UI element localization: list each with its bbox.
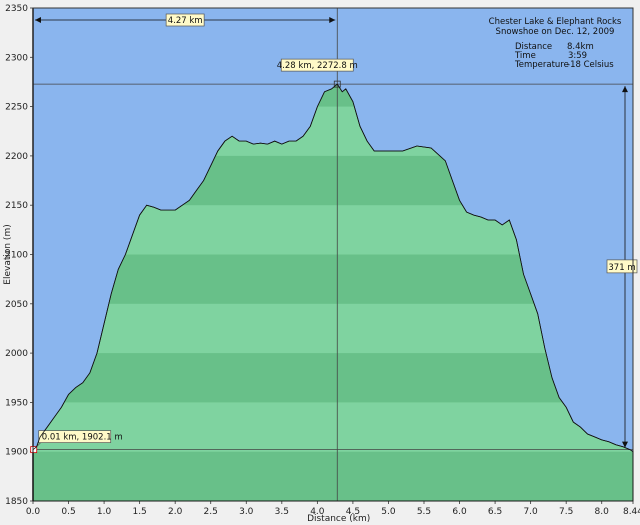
x-tick-label: 4.0 xyxy=(310,507,325,517)
stat-value-distance: 8.4km xyxy=(567,42,594,52)
max-point-callout: 4.28 km, 2272.8 m xyxy=(277,58,358,88)
stat-label-temperature: Temperature xyxy=(514,60,569,70)
x-tick-label: 2.5 xyxy=(204,507,218,517)
elevation-band xyxy=(33,451,633,501)
min-point-callout: 0.01 km, 1902.1 m xyxy=(30,430,123,454)
x-tick-label: 0.5 xyxy=(61,507,75,517)
y-axis-ticks: 1850 1900 1950 2000 2050 2100 2150 2200 2250 2300… xyxy=(5,4,33,507)
gain-marker: 371 m xyxy=(606,86,638,448)
y-tick-label: 2150 xyxy=(5,201,28,211)
x-tick-label: 8.0 xyxy=(595,507,610,517)
x-tick-label: 1.0 xyxy=(97,507,112,517)
stat-value-time: 3:59 xyxy=(568,51,587,61)
distance-marker-label: 4.27 km xyxy=(168,16,203,26)
stat-label-time: Time xyxy=(514,51,536,61)
chart-subtitle: Snowshoe on Dec. 12, 2009 xyxy=(496,27,615,37)
info-block: Chester Lake & Elephant Rocks Snowshoe o… xyxy=(489,17,622,70)
y-tick-label: 2200 xyxy=(5,152,28,162)
elevation-band xyxy=(33,353,633,403)
y-tick-label: 2350 xyxy=(5,4,28,14)
x-tick-label: 7.0 xyxy=(523,507,538,517)
x-tick-label: 0.0 xyxy=(26,507,41,517)
y-tick-label: 2100 xyxy=(5,251,28,261)
min-point-label: 0.01 km, 1902.1 m xyxy=(42,433,123,443)
x-tick-label: 5.5 xyxy=(417,507,431,517)
y-tick-label: 1900 xyxy=(5,448,28,458)
x-axis-title: Distance (km) xyxy=(307,514,370,524)
y-tick-label: 2250 xyxy=(5,103,28,113)
x-tick-label: 3.0 xyxy=(239,507,254,517)
gain-marker-label: 371 m xyxy=(608,263,635,273)
x-tick-label: 6.5 xyxy=(488,507,502,517)
x-tick-label: 7.5 xyxy=(559,507,573,517)
distance-marker: 4.27 km xyxy=(35,13,336,27)
stat-label-distance: Distance xyxy=(515,42,552,52)
x-tick-label: 3.5 xyxy=(275,507,289,517)
chart-title: Chester Lake & Elephant Rocks xyxy=(489,17,622,27)
y-tick-label: 1950 xyxy=(5,398,28,408)
x-tick-label: 8.44 xyxy=(623,507,640,517)
x-tick-label: 5.0 xyxy=(381,507,396,517)
x-tick-label: 1.5 xyxy=(132,507,146,517)
max-point-label: 4.28 km, 2272.8 m xyxy=(277,61,358,71)
y-tick-label: 2050 xyxy=(5,300,28,310)
y-tick-label: 1850 xyxy=(5,497,28,507)
x-tick-label: 6.0 xyxy=(452,507,467,517)
x-tick-label: 2.0 xyxy=(168,507,183,517)
stat-value-temperature: -18 Celsius xyxy=(567,60,614,70)
x-tick-label: 4.5 xyxy=(346,507,360,517)
y-axis-title: Elevation (m) xyxy=(3,224,13,284)
profile-outline xyxy=(32,83,634,502)
max-point-marker xyxy=(333,80,341,88)
y-tick-label: 2000 xyxy=(5,349,28,359)
y-tick-label: 2300 xyxy=(5,53,28,63)
